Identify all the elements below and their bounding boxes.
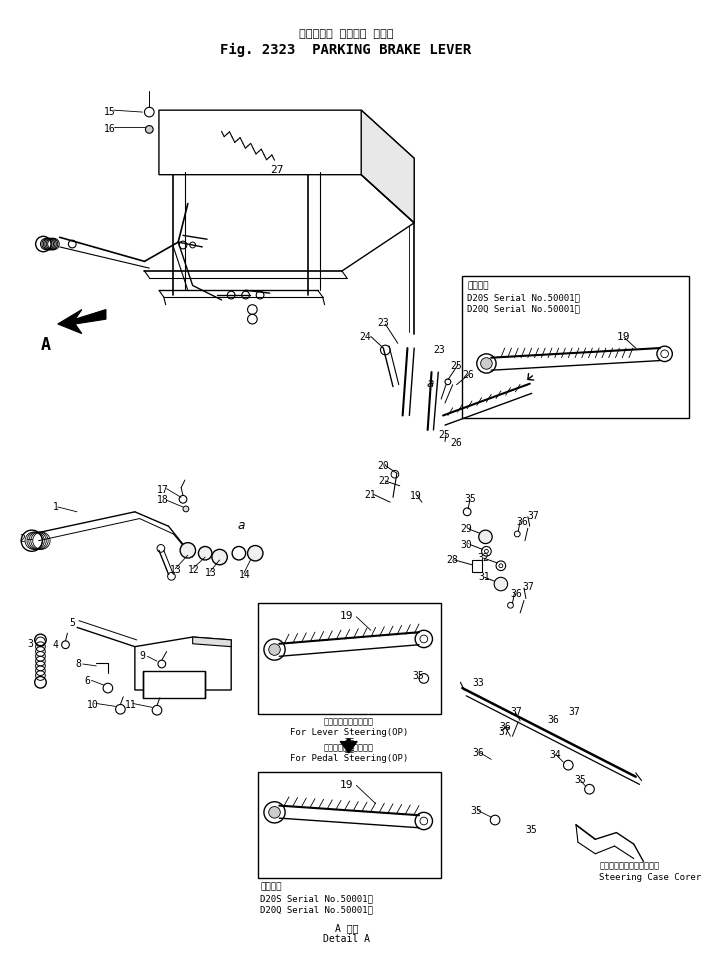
Text: 36: 36 (472, 748, 484, 758)
Polygon shape (192, 637, 231, 647)
Text: Detail A: Detail A (323, 934, 370, 944)
Text: 36: 36 (516, 517, 528, 527)
Bar (472, 560, 482, 572)
Text: 1: 1 (53, 503, 59, 512)
Text: 25: 25 (438, 430, 450, 440)
Text: ステアリングケースカバー: ステアリングケースカバー (599, 861, 659, 871)
Text: 13: 13 (205, 568, 217, 578)
Text: 36: 36 (547, 715, 559, 725)
Text: 6: 6 (85, 676, 90, 685)
Text: 35: 35 (574, 775, 586, 785)
Text: 23: 23 (434, 345, 445, 356)
Text: 29: 29 (460, 525, 472, 534)
Text: 11: 11 (125, 700, 137, 709)
Circle shape (480, 357, 493, 369)
Circle shape (248, 546, 263, 561)
Text: 35: 35 (525, 825, 536, 835)
Text: A 詳細: A 詳細 (335, 924, 358, 933)
Text: 23: 23 (378, 318, 389, 329)
Circle shape (183, 506, 189, 512)
Text: 3: 3 (27, 639, 33, 649)
Text: Steering Case Corer: Steering Case Corer (599, 873, 701, 882)
Text: 25: 25 (451, 360, 462, 371)
Text: 36: 36 (499, 722, 510, 731)
Text: レバーステアリング用: レバーステアリング用 (324, 717, 373, 726)
Text: 18: 18 (157, 496, 169, 505)
Text: 35: 35 (412, 671, 424, 680)
Polygon shape (361, 111, 414, 223)
Text: 36: 36 (510, 589, 522, 599)
Bar (462, 276, 689, 418)
Text: a: a (238, 519, 246, 531)
Circle shape (269, 644, 280, 655)
Text: 24: 24 (359, 332, 371, 342)
Text: A: A (40, 335, 50, 354)
Text: 19: 19 (617, 332, 630, 342)
Text: 4: 4 (53, 640, 59, 650)
Text: 17: 17 (157, 485, 169, 495)
Text: 19: 19 (340, 611, 353, 621)
Text: For Pedal Steering(OP): For Pedal Steering(OP) (289, 753, 408, 763)
Text: For Lever Steering(OP): For Lever Steering(OP) (289, 727, 408, 736)
Text: 適用号機: 適用号機 (467, 282, 489, 290)
Text: 5: 5 (70, 618, 75, 628)
Text: D20S Serial No.50001～: D20S Serial No.50001～ (260, 894, 373, 903)
Text: 35: 35 (465, 495, 476, 505)
Polygon shape (159, 111, 414, 223)
Circle shape (180, 543, 195, 558)
Circle shape (212, 550, 228, 565)
Bar (258, 604, 441, 714)
Text: 22: 22 (378, 476, 391, 486)
Text: 26: 26 (449, 437, 462, 448)
Text: 37: 37 (569, 707, 580, 717)
Text: D20S Serial No.50001～: D20S Serial No.50001～ (467, 293, 580, 302)
Circle shape (494, 578, 508, 591)
Text: D20Q Serial No.50001～: D20Q Serial No.50001～ (467, 305, 580, 313)
Circle shape (198, 547, 212, 560)
Polygon shape (57, 309, 106, 333)
Text: 16: 16 (104, 124, 116, 134)
Text: 19: 19 (340, 779, 353, 790)
Text: 21: 21 (364, 490, 376, 500)
Text: 37: 37 (510, 707, 522, 717)
Text: 37: 37 (498, 727, 510, 737)
Text: 32: 32 (477, 554, 490, 563)
Circle shape (146, 126, 153, 134)
Text: ペダルステアリング用: ペダルステアリング用 (324, 743, 373, 752)
Text: a: a (426, 377, 434, 390)
Text: 35: 35 (470, 805, 482, 816)
Polygon shape (135, 637, 231, 690)
Text: 31: 31 (479, 573, 490, 582)
Text: 30: 30 (460, 540, 472, 550)
Text: Fig. 2323  PARKING BRAKE LEVER: Fig. 2323 PARKING BRAKE LEVER (220, 42, 472, 57)
Text: 26: 26 (462, 370, 474, 381)
Text: 12: 12 (188, 565, 200, 575)
Text: 19: 19 (409, 491, 421, 501)
Bar (258, 772, 441, 877)
Text: 33: 33 (472, 678, 484, 688)
Circle shape (269, 806, 280, 818)
Text: 10: 10 (87, 700, 98, 709)
Text: 34: 34 (549, 750, 561, 760)
Text: D20Q Serial No.50001～: D20Q Serial No.50001～ (260, 906, 373, 915)
Circle shape (479, 530, 493, 544)
Text: 9: 9 (140, 652, 146, 661)
Text: 37: 37 (528, 511, 540, 521)
Text: 適用号機: 適用号機 (260, 882, 281, 892)
Text: パーキング ブレーキ レバー: パーキング ブレーキ レバー (299, 29, 393, 39)
Text: 15: 15 (104, 108, 116, 117)
Text: 2: 2 (19, 534, 25, 544)
Bar (143, 671, 205, 698)
Text: 8: 8 (75, 659, 81, 669)
Text: 37: 37 (522, 582, 533, 592)
Text: 28: 28 (446, 555, 457, 565)
Text: 20: 20 (378, 460, 389, 471)
Text: 27: 27 (270, 165, 283, 175)
Text: 13: 13 (169, 565, 181, 575)
Text: 14: 14 (239, 570, 251, 579)
